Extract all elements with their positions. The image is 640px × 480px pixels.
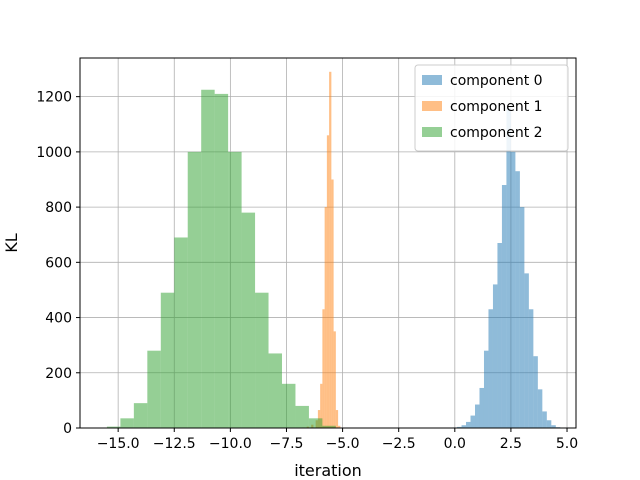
legend-swatch xyxy=(422,75,442,85)
x-tick-label: −5.0 xyxy=(326,436,360,452)
histogram-bar xyxy=(106,426,121,428)
histogram-bar xyxy=(255,292,269,428)
histogram-bar xyxy=(492,284,498,428)
legend-swatch xyxy=(422,127,442,137)
histogram-bar xyxy=(214,93,229,429)
histogram-bar xyxy=(324,207,327,428)
x-tick-label: 2.5 xyxy=(500,436,522,452)
histogram-bar xyxy=(483,350,489,428)
x-tick-label: −12.5 xyxy=(153,436,196,452)
histogram-bar xyxy=(320,383,323,428)
legend-box xyxy=(414,64,569,152)
histogram-bar xyxy=(228,151,242,428)
histogram-bar xyxy=(542,411,547,428)
histogram-bar xyxy=(475,404,480,428)
histogram-bar xyxy=(160,292,175,428)
histogram-bar xyxy=(524,273,529,428)
histogram-bar xyxy=(187,151,202,428)
x-tick-label: −15.0 xyxy=(97,436,140,452)
histogram-bar xyxy=(241,212,256,428)
histogram-bar xyxy=(174,237,188,428)
y-tick-label: 1000 xyxy=(36,145,72,161)
x-tick-label: −7.5 xyxy=(269,436,303,452)
histogram-bar xyxy=(488,309,493,428)
series-0-bars xyxy=(452,107,561,429)
histogram-bar xyxy=(506,107,511,429)
histogram-bar xyxy=(326,135,330,429)
histogram-bar xyxy=(201,89,215,429)
y-tick-label: 0 xyxy=(63,421,72,437)
histogram-bar xyxy=(333,331,336,428)
histogram-bar xyxy=(461,425,467,428)
y-tick-label: 200 xyxy=(45,366,72,382)
histogram-bar xyxy=(470,415,476,428)
histogram-bar xyxy=(295,405,309,428)
histogram-bar xyxy=(501,185,507,428)
histogram-bar xyxy=(329,71,332,428)
legend-label: component 2 xyxy=(450,125,543,141)
histogram-bar xyxy=(497,243,502,428)
histogram-bar xyxy=(331,179,334,428)
histogram-bar xyxy=(133,403,148,428)
legend-label: component 0 xyxy=(450,73,543,89)
x-tick-label: 0.0 xyxy=(444,436,466,452)
y-tick-label: 400 xyxy=(45,311,72,327)
histogram-bar xyxy=(322,425,336,428)
legend-label: component 1 xyxy=(450,99,543,115)
histogram-bar xyxy=(479,387,484,428)
histogram-bar xyxy=(268,353,282,428)
histogram-bar xyxy=(281,383,296,428)
y-axis-label: KL xyxy=(2,233,21,252)
histogram-bar xyxy=(322,309,325,428)
y-tick-label: 600 xyxy=(45,255,72,271)
series-2-bars xyxy=(106,89,336,429)
plot-frame xyxy=(79,57,577,429)
x-tick-label: −2.5 xyxy=(382,436,416,452)
histogram-bar xyxy=(120,418,134,428)
histogram-bar xyxy=(551,425,556,428)
histogram-bar xyxy=(533,356,538,428)
x-tick-label: −10.0 xyxy=(209,436,252,452)
series-1-bars xyxy=(302,71,341,429)
histogram-bar xyxy=(466,421,471,428)
histogram-bar xyxy=(510,151,516,428)
histogram-bar xyxy=(519,207,525,428)
legend: component 0 component 1 component 2 xyxy=(414,64,569,152)
histogram-bar xyxy=(338,425,341,428)
histogram-bar xyxy=(528,309,534,428)
histogram-bar xyxy=(546,420,552,428)
y-tick-label: 1200 xyxy=(36,90,72,106)
histogram-bar xyxy=(308,418,323,428)
histogram-bar xyxy=(515,171,520,428)
histogram-bar xyxy=(537,389,543,428)
legend-swatch xyxy=(422,101,442,111)
x-axis-label: iteration xyxy=(294,461,362,480)
x-tick-label: 5.0 xyxy=(556,436,578,452)
histogram-bar xyxy=(335,410,339,428)
y-tick-label: 800 xyxy=(45,200,72,216)
histogram-bars xyxy=(106,71,561,429)
histogram-bar xyxy=(147,350,161,428)
histogram-bar xyxy=(457,426,462,428)
axis-ticks: −15.0 −12.5 −10.0 −7.5 −5.0 −2.5 0.0 2.5 5.0 0 200… xyxy=(36,90,578,452)
